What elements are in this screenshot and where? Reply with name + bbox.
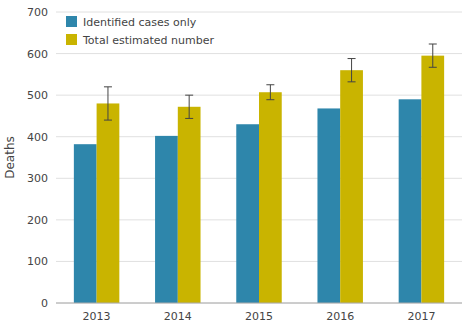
- error-bar: [348, 59, 356, 82]
- chart: 0 100 200 300 400 500 600 700 Deaths 2013 2014 2015…: [0, 0, 474, 333]
- grid-line: [56, 303, 462, 304]
- error-bars: [104, 44, 437, 120]
- bar: [74, 144, 97, 303]
- legend: Identified cases only Total estimated num…: [66, 16, 214, 47]
- plot-area: [74, 44, 444, 303]
- y-tick-label: 500: [27, 89, 48, 102]
- chart-container: 0 100 200 300 400 500 600 700 Deaths 2013 2014 2015…: [0, 0, 474, 333]
- legend-label: Identified cases only: [83, 16, 197, 29]
- x-tick-label: 2013: [83, 310, 111, 323]
- y-axis-label: Deaths: [3, 136, 17, 179]
- x-axis-line: [56, 303, 462, 304]
- error-bar: [104, 87, 112, 120]
- y-tick-label: 100: [27, 255, 48, 268]
- x-tick-label: 2016: [326, 310, 354, 323]
- bar: [340, 70, 363, 303]
- y-tick-label: 600: [27, 48, 48, 61]
- error-bar: [266, 85, 274, 100]
- bar: [178, 107, 201, 303]
- y-tick-label: 700: [27, 6, 48, 19]
- y-tick-label: 200: [27, 214, 48, 227]
- x-tick-label: 2014: [164, 310, 192, 323]
- y-tick-label: 300: [27, 172, 48, 185]
- bar-series: [74, 99, 422, 303]
- legend-item: Identified cases only: [66, 16, 197, 29]
- bar: [317, 108, 340, 303]
- y-tick-label: 0: [41, 297, 48, 310]
- y-tick-label: 400: [27, 131, 48, 144]
- legend-item: Total estimated number: [66, 34, 214, 47]
- bar: [399, 99, 422, 303]
- legend-swatch: [66, 34, 77, 45]
- legend-label: Total estimated number: [82, 34, 214, 47]
- x-tick-label: 2017: [407, 310, 435, 323]
- bar: [236, 124, 259, 303]
- grid: [56, 12, 462, 303]
- error-bar: [429, 44, 437, 67]
- bar: [97, 103, 120, 303]
- legend-swatch: [66, 16, 77, 27]
- bar-series: [97, 56, 445, 303]
- x-tick-label: 2015: [245, 310, 273, 323]
- grid-line: [56, 53, 462, 54]
- bar: [421, 56, 444, 303]
- grid-line: [56, 12, 462, 13]
- bar: [259, 92, 282, 303]
- bar: [155, 136, 178, 303]
- error-bar: [185, 95, 193, 118]
